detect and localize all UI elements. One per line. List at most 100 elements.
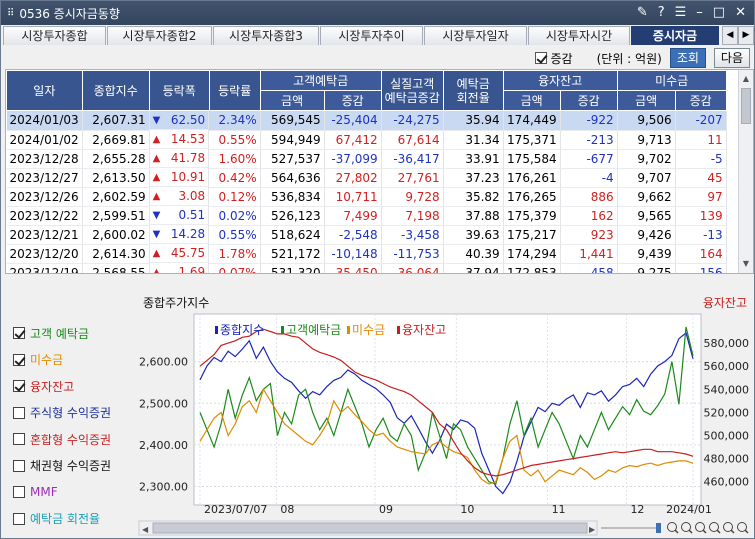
- col-unpaid[interactable]: 미수금: [616, 70, 727, 91]
- cell-mar: 172,853: [503, 263, 561, 273]
- right-tick-label: 500,000: [704, 429, 750, 442]
- grid-scroll-thumb[interactable]: [741, 88, 751, 124]
- col-unpaid-amount[interactable]: 금액: [616, 90, 676, 111]
- scroll-up-icon[interactable]: ▲: [742, 74, 750, 83]
- grip-icon[interactable]: ⠿: [7, 7, 14, 19]
- change-checkbox-wrap[interactable]: 증감: [534, 50, 573, 67]
- cell-real: -24,275: [381, 110, 444, 131]
- col-rate[interactable]: 등락률: [208, 70, 261, 111]
- legend-label: MMF: [30, 485, 58, 500]
- zoom-in-icon[interactable]: [667, 522, 677, 532]
- hscroll-right-icon[interactable]: ▶: [589, 525, 596, 534]
- table-row[interactable]: 2024/01/02 2,669.81 ▲ 14.53 0.55% 594,949 67,4…: [6, 130, 727, 150]
- chart-right-title: 융자잔고: [703, 296, 747, 310]
- table-row[interactable]: 2023/12/28 2,655.28 ▲ 41.78 1.60% 527,537 -37,…: [6, 149, 727, 169]
- col-deposit-diff[interactable]: 증감: [323, 90, 382, 111]
- cell-dep: 531,320: [260, 263, 325, 273]
- col-deposit[interactable]: 고객예탁금: [259, 70, 382, 91]
- legend-item[interactable]: 혼합형 수익증권: [13, 426, 131, 453]
- legend-checkbox[interactable]: [13, 486, 25, 499]
- pin-icon[interactable]: ✎: [636, 5, 648, 20]
- cell-dep_d: 10,711: [324, 187, 382, 207]
- legend-label: 예탁금 회전율: [30, 512, 101, 527]
- change-checkbox[interactable]: [534, 52, 547, 64]
- table-row[interactable]: 2024/01/03 2,607.31 ▼ 62.50 2.34% 569,545 -25,…: [6, 110, 727, 131]
- table-row[interactable]: 2023/12/22 2,599.51 ▼ 0.51 0.02% 526,123 7,499…: [6, 206, 727, 226]
- col-date[interactable]: 일자: [6, 70, 83, 111]
- legend-item[interactable]: MMF: [13, 479, 131, 506]
- table-row[interactable]: 2023/12/27 2,613.50 ▲ 10.91 0.42% 564,636 27,8…: [6, 168, 727, 188]
- legend-checkbox[interactable]: [13, 512, 25, 525]
- maximize-icon[interactable]: □: [712, 5, 726, 20]
- tab-right-icon[interactable]: ▶: [738, 26, 754, 45]
- query-button[interactable]: 조회: [669, 48, 706, 68]
- chart-title: 종합주가지수: [143, 296, 209, 310]
- unit-label: (단위 : 억원): [596, 51, 662, 66]
- cell-dep: 526,123: [260, 206, 325, 226]
- cell-dep: 521,172: [260, 244, 325, 264]
- tab-market-total[interactable]: 시장투자종합: [3, 26, 106, 45]
- col-turnover[interactable]: 예탁금 회전율: [442, 70, 504, 111]
- cell-unp_d: -13: [675, 225, 727, 245]
- right-tick-label: 540,000: [704, 383, 750, 396]
- cell-dep_d: 27,802: [324, 168, 382, 188]
- zoom-fit-icon[interactable]: [709, 522, 719, 532]
- legend-item[interactable]: 미수금: [13, 347, 131, 374]
- left-tick-label: 2,600.00: [139, 356, 188, 369]
- legend-checkbox[interactable]: [13, 459, 25, 472]
- legend-item[interactable]: 주식형 수익증권: [13, 400, 131, 427]
- tab-market-total-3[interactable]: 시장투자종합3: [213, 26, 319, 45]
- legend-label: 주식형 수익증권: [30, 406, 112, 421]
- tab-market-trend[interactable]: 시장투자추이: [320, 26, 423, 45]
- scroll-down-icon[interactable]: ▼: [742, 259, 750, 268]
- col-margin-diff[interactable]: 증감: [559, 90, 618, 111]
- chart-hscroll-thumb[interactable]: [152, 522, 588, 534]
- grid-vscroll[interactable]: ▲ ▼: [738, 70, 753, 273]
- legend-checkbox[interactable]: [13, 380, 25, 393]
- legend-checkbox[interactable]: [13, 433, 25, 446]
- col-margin[interactable]: 융자잔고: [502, 70, 618, 91]
- table-row[interactable]: 2023/12/20 2,614.30 ▲ 45.75 1.78% 521,172 -10,…: [6, 244, 727, 264]
- legend-item[interactable]: 채권형 수익증권: [13, 453, 131, 480]
- col-index[interactable]: 종합지수: [81, 70, 150, 111]
- legend-item[interactable]: 예탁금 회전율: [13, 506, 131, 533]
- col-change[interactable]: 등락폭: [148, 70, 210, 111]
- legend-checkbox[interactable]: [13, 327, 25, 340]
- col-real-deposit[interactable]: 실질고객 예탁금증감: [380, 70, 444, 111]
- down-arrow-icon: ▼: [152, 209, 161, 221]
- tab-left-icon[interactable]: ◀: [722, 26, 738, 45]
- col-unpaid-diff[interactable]: 증감: [674, 90, 727, 111]
- legend-checkbox[interactable]: [13, 406, 25, 419]
- change-value: 14.28: [170, 227, 206, 241]
- zoom-out-icon[interactable]: [681, 522, 691, 532]
- table-row[interactable]: 2023/12/26 2,602.59 ▲ 3.08 0.12% 536,834 10,71…: [6, 187, 727, 207]
- legend-checkbox[interactable]: [13, 353, 25, 366]
- menu-icon[interactable]: ☰: [674, 5, 687, 20]
- legend-item[interactable]: 융자잔고: [13, 373, 131, 400]
- minimize-icon[interactable]: –: [696, 5, 703, 20]
- table-row[interactable]: 2023/12/21 2,600.02 ▼ 14.28 0.55% 518,624 -2,5…: [6, 225, 727, 245]
- fund-chart[interactable]: 종합주가지수 융자잔고2,600.002,500.002,400.002,300.…: [5, 292, 754, 538]
- close-icon[interactable]: ✕: [735, 5, 746, 20]
- cell-real: 67,614: [381, 130, 444, 150]
- tab-market-time[interactable]: 시장투자시간: [528, 26, 630, 45]
- tab-stock-funds[interactable]: 증시자금: [631, 26, 719, 45]
- chart-panel: 고객 예탁금 미수금 융자잔고 주식형 수익증권 혼합형 수익증권 채권형 수익증권 MMF…: [5, 292, 754, 538]
- series-legend-label: 고객예탁금: [286, 323, 341, 337]
- series-legend-swatch: [215, 326, 218, 334]
- legend-item[interactable]: 고객 예탁금: [13, 320, 131, 347]
- tab-market-total-2[interactable]: 시장투자종합2: [107, 26, 212, 45]
- zoom-hand-icon[interactable]: [723, 522, 733, 532]
- cell-dep_d: -25,404: [324, 110, 382, 131]
- help-icon[interactable]: ?: [657, 5, 665, 20]
- tab-market-date[interactable]: 시장투자일자: [424, 26, 527, 45]
- hscroll-left-icon[interactable]: ◀: [142, 525, 149, 534]
- next-button[interactable]: 다음: [713, 48, 750, 68]
- zoom-range-icon[interactable]: [737, 522, 747, 532]
- zoom-reset-icon[interactable]: [695, 522, 705, 532]
- col-deposit-amount[interactable]: 금액: [259, 90, 325, 111]
- zoom-slider-handle[interactable]: [656, 523, 661, 533]
- table-row[interactable]: 2023/12/19 2,568.55 ▲ 1.69 0.07% 531,320 35,45…: [6, 263, 727, 273]
- col-margin-amount[interactable]: 금액: [502, 90, 561, 111]
- cell-turn: 37.94: [443, 263, 504, 273]
